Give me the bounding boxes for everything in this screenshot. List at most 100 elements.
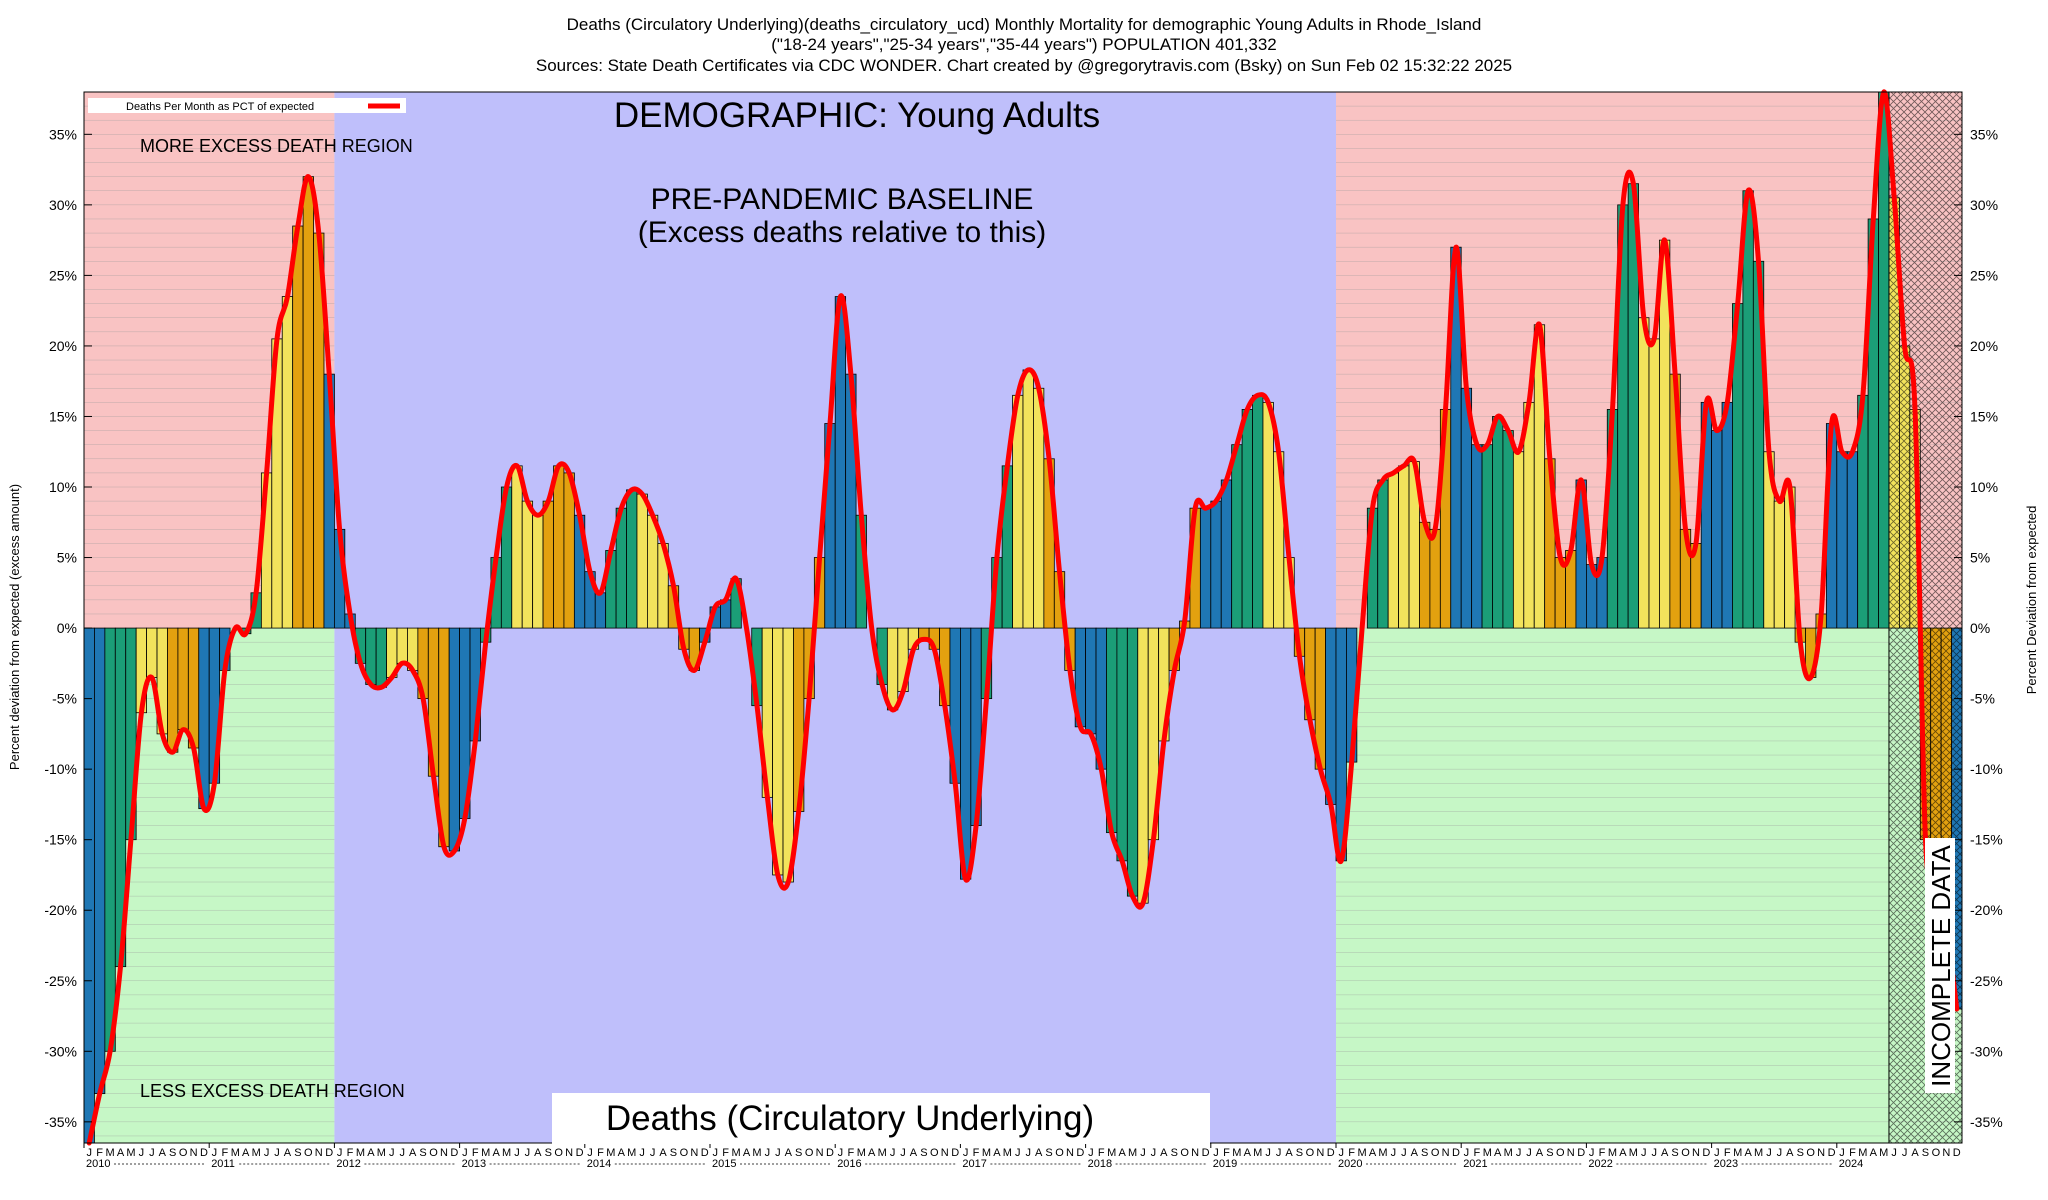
- x-month-label: M: [1128, 1147, 1137, 1159]
- y-tick-label-left: 10%: [49, 479, 77, 495]
- x-month-label: J: [1276, 1147, 1282, 1159]
- y-tick-label-right: 25%: [1970, 267, 1998, 283]
- bar: [1325, 627, 1337, 805]
- x-month-label: A: [1870, 1147, 1878, 1159]
- bar: [1116, 627, 1128, 862]
- x-month-label: N: [1442, 1147, 1450, 1159]
- bar: [1377, 479, 1389, 629]
- x-month-label: A: [785, 1147, 793, 1159]
- y-tick-label-right: 10%: [1970, 479, 1998, 495]
- x-month-label: A: [1911, 1147, 1919, 1159]
- x-month-label: O: [930, 1147, 939, 1159]
- x-month-label: D: [1953, 1147, 1961, 1159]
- x-month-label: J: [399, 1147, 405, 1159]
- x-month-label: J: [274, 1147, 280, 1159]
- x-month-label: F: [1348, 1147, 1355, 1159]
- x-month-label: N: [440, 1147, 448, 1159]
- x-month-label: N: [1066, 1147, 1074, 1159]
- bar: [1126, 627, 1139, 897]
- x-month-label: J: [1714, 1147, 1720, 1159]
- x-month-label: M: [1357, 1147, 1366, 1159]
- x-month-label: M: [1879, 1147, 1888, 1159]
- y-tick-label-left: 25%: [49, 267, 77, 283]
- x-month-label: A: [618, 1147, 626, 1159]
- x-month-label: M: [105, 1147, 114, 1159]
- x-month-label: J: [1088, 1147, 1094, 1159]
- x-month-label: S: [1296, 1147, 1303, 1159]
- x-month-label: A: [284, 1147, 292, 1159]
- x-month-label: D: [1577, 1147, 1585, 1159]
- x-year-label: 2014: [587, 1158, 611, 1170]
- x-month-label: F: [597, 1147, 604, 1159]
- x-month-label: M: [377, 1147, 386, 1159]
- x-month-label: J: [890, 1147, 896, 1159]
- bar: [532, 514, 544, 629]
- x-month-label: J: [775, 1147, 781, 1159]
- bar: [292, 225, 304, 629]
- y-tick-label-right: -20%: [1970, 902, 2003, 918]
- bar: [1387, 472, 1399, 629]
- x-month-label: S: [670, 1147, 677, 1159]
- y-tick-label-left: 5%: [57, 550, 77, 566]
- x-month-label: S: [1797, 1147, 1804, 1159]
- bottom-label-box: [552, 1093, 1210, 1144]
- x-month-label: D: [450, 1147, 458, 1159]
- bar: [1846, 451, 1859, 629]
- x-month-label: M: [231, 1147, 240, 1159]
- x-month-label: J: [1777, 1147, 1783, 1159]
- x-month-label: S: [545, 1147, 552, 1159]
- x-month-label: M: [1378, 1147, 1387, 1159]
- x-month-label: J: [86, 1147, 92, 1159]
- bar: [1502, 430, 1514, 629]
- y-tick-label-right: 35%: [1970, 126, 1998, 142]
- title-line-2: ("18-24 years","25-34 years","35-44 year…: [771, 35, 1277, 54]
- x-month-label: D: [826, 1147, 834, 1159]
- x-month-label: A: [492, 1147, 500, 1159]
- x-year-label: 2020: [1338, 1158, 1362, 1170]
- y-tick-label-left: 20%: [49, 338, 77, 354]
- x-month-label: M: [1504, 1147, 1513, 1159]
- x-month-label: S: [795, 1147, 802, 1159]
- bar: [1022, 369, 1034, 629]
- bar: [594, 592, 607, 629]
- x-year-label: 2012: [336, 1158, 360, 1170]
- x-month-label: O: [179, 1147, 188, 1159]
- x-month-label: F: [1098, 1147, 1105, 1159]
- x-month-label: J: [1589, 1147, 1595, 1159]
- x-year-label: 2018: [1088, 1158, 1112, 1170]
- x-month-label: M: [1253, 1147, 1262, 1159]
- x-month-label: J: [1902, 1147, 1908, 1159]
- bar: [1398, 465, 1410, 629]
- x-month-label: M: [1858, 1147, 1867, 1159]
- x-month-label: M: [1107, 1147, 1116, 1159]
- x-month-label: S: [1421, 1147, 1428, 1159]
- x-month-label: A: [993, 1147, 1001, 1159]
- x-month-label: S: [1922, 1147, 1929, 1159]
- x-month-label: J: [1516, 1147, 1522, 1159]
- x-month-label: F: [847, 1147, 854, 1159]
- x-month-label: J: [1025, 1147, 1031, 1159]
- incomplete-label-group: INCOMPLETE DATA: [1925, 838, 1956, 1093]
- baseline-label-2: (Excess deaths relative to this): [638, 216, 1047, 249]
- bar: [1721, 401, 1733, 629]
- x-month-label: J: [389, 1147, 395, 1159]
- bar: [396, 627, 408, 664]
- x-month-label: J: [639, 1147, 645, 1159]
- x-month-label: J: [1391, 1147, 1397, 1159]
- y-tick-label-right: -10%: [1970, 761, 2003, 777]
- x-month-label: A: [1285, 1147, 1293, 1159]
- bar: [511, 465, 523, 629]
- x-month-label: D: [325, 1147, 333, 1159]
- x-month-label: N: [941, 1147, 949, 1159]
- x-month-label: M: [752, 1147, 761, 1159]
- x-month-label: F: [973, 1147, 980, 1159]
- bar: [636, 493, 648, 629]
- x-month-label: J: [900, 1147, 906, 1159]
- x-month-label: J: [765, 1147, 771, 1159]
- x-month-label: J: [650, 1147, 656, 1159]
- x-month-label: J: [1464, 1147, 1470, 1159]
- bar: [521, 500, 534, 629]
- x-month-label: O: [1431, 1147, 1440, 1159]
- y-tick-label-left: -5%: [52, 691, 77, 707]
- x-month-label: O: [304, 1147, 313, 1159]
